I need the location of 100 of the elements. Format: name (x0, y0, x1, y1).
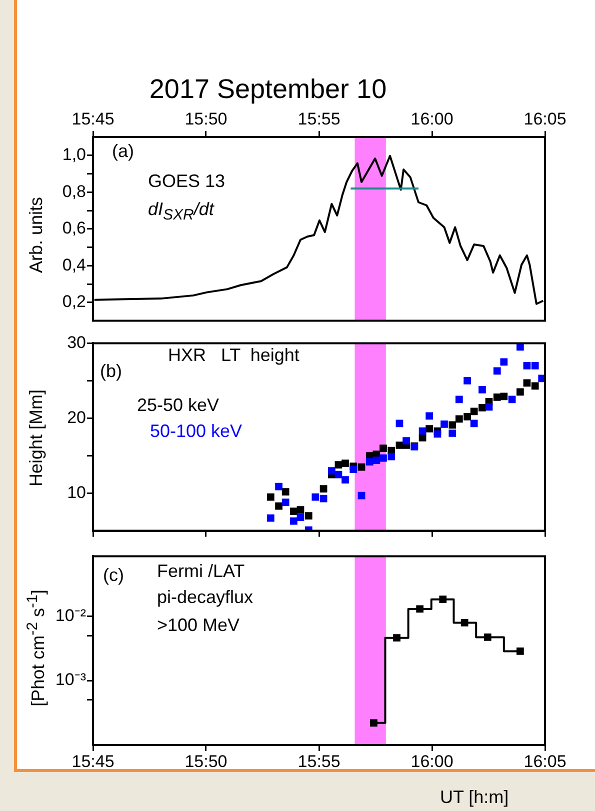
point (478, 386, 486, 394)
point (470, 408, 478, 416)
text: 50-100 keV (150, 421, 242, 441)
point (393, 634, 400, 642)
point (388, 452, 396, 460)
annotation: (b) (100, 361, 122, 381)
point (516, 343, 524, 351)
x-tick-label: 15:55 (298, 109, 340, 128)
point (396, 420, 404, 428)
point (296, 514, 304, 521)
point (350, 466, 358, 473)
point (328, 467, 336, 474)
point (493, 394, 501, 401)
y-axis-title: Height [Mm] (26, 388, 46, 486)
point (523, 379, 531, 387)
y-tick-label: 20 (67, 408, 86, 427)
y-tick-label: 1,0 (62, 145, 86, 164)
point (485, 403, 493, 411)
x-axis-title: UT [h:m] (440, 787, 509, 807)
point (334, 470, 342, 478)
point (290, 517, 298, 525)
point (516, 648, 524, 655)
x-tick-label: 16:05 (524, 752, 566, 771)
annotation: pi-decayflux (157, 587, 254, 607)
point (358, 463, 366, 471)
point (523, 362, 531, 370)
point (282, 498, 290, 506)
annotation: >100 MeV (157, 615, 240, 635)
point (460, 619, 468, 626)
point (266, 514, 274, 522)
point (366, 458, 374, 466)
y-tick-label: 10 (67, 482, 86, 502)
point (290, 508, 298, 515)
point (470, 420, 478, 428)
point (500, 358, 508, 366)
point (380, 444, 387, 452)
chart-title: 2017 September 10 (149, 74, 387, 104)
point (334, 461, 342, 468)
point (531, 382, 539, 390)
x-tick-label: 16:00 (410, 109, 454, 128)
point (478, 404, 486, 412)
x-tick-label: 16:00 (410, 752, 454, 771)
x-tick-label: 15:45 (72, 109, 114, 128)
point (275, 502, 282, 510)
y-tick-label: 0,8 (62, 182, 86, 201)
x-tick-label: 15:50 (184, 752, 228, 771)
annotation: Fermi /LAT (157, 561, 245, 581)
point (448, 421, 456, 429)
point (358, 492, 366, 500)
point (320, 485, 328, 492)
x-tick-label: 15:50 (184, 109, 228, 128)
annotation: HXR LT height (168, 345, 300, 365)
point (439, 596, 447, 604)
text: 25-50 keV (137, 395, 220, 415)
point (402, 437, 410, 444)
y-tick-label: 0,6 (62, 218, 86, 238)
y-tick-label: 10⁻² (55, 606, 86, 625)
point (266, 493, 274, 501)
point (500, 392, 508, 400)
point (426, 412, 434, 420)
point (312, 493, 320, 501)
point (370, 719, 378, 727)
point (380, 454, 387, 462)
point (455, 396, 463, 404)
point (304, 512, 312, 520)
point (493, 367, 501, 375)
point (320, 494, 328, 502)
y-tick-label: 30 (67, 332, 86, 352)
y-tick-label: 0,4 (62, 255, 86, 274)
point (396, 442, 404, 449)
point (531, 362, 539, 370)
y-tick-label: 0,2 (62, 292, 86, 312)
point (418, 434, 426, 442)
point (440, 420, 448, 428)
point (455, 415, 463, 423)
point (434, 430, 442, 438)
point (296, 506, 304, 514)
y-axis-title: Arb. units (26, 196, 46, 273)
annotation: (c) (103, 565, 124, 585)
point (372, 456, 380, 464)
annotation: GOES 13 (148, 171, 226, 191)
point (282, 488, 290, 496)
point (448, 430, 456, 437)
x-tick-label: 15:45 (72, 752, 114, 771)
x-tick-label: 16:05 (524, 109, 566, 128)
annotation: dI$_{SXR}$/dt (148, 199, 214, 224)
point (342, 476, 349, 484)
annotation: (a) (112, 141, 134, 161)
point (418, 427, 426, 435)
point (508, 396, 516, 404)
point (464, 377, 471, 384)
y-tick-label: 10⁻³ (55, 670, 86, 690)
x-tick-label: 15:55 (298, 752, 340, 771)
point (516, 388, 524, 396)
point (464, 413, 471, 420)
point (426, 425, 434, 432)
point (275, 482, 282, 490)
point (484, 634, 492, 641)
point (416, 605, 424, 613)
point (342, 460, 349, 467)
